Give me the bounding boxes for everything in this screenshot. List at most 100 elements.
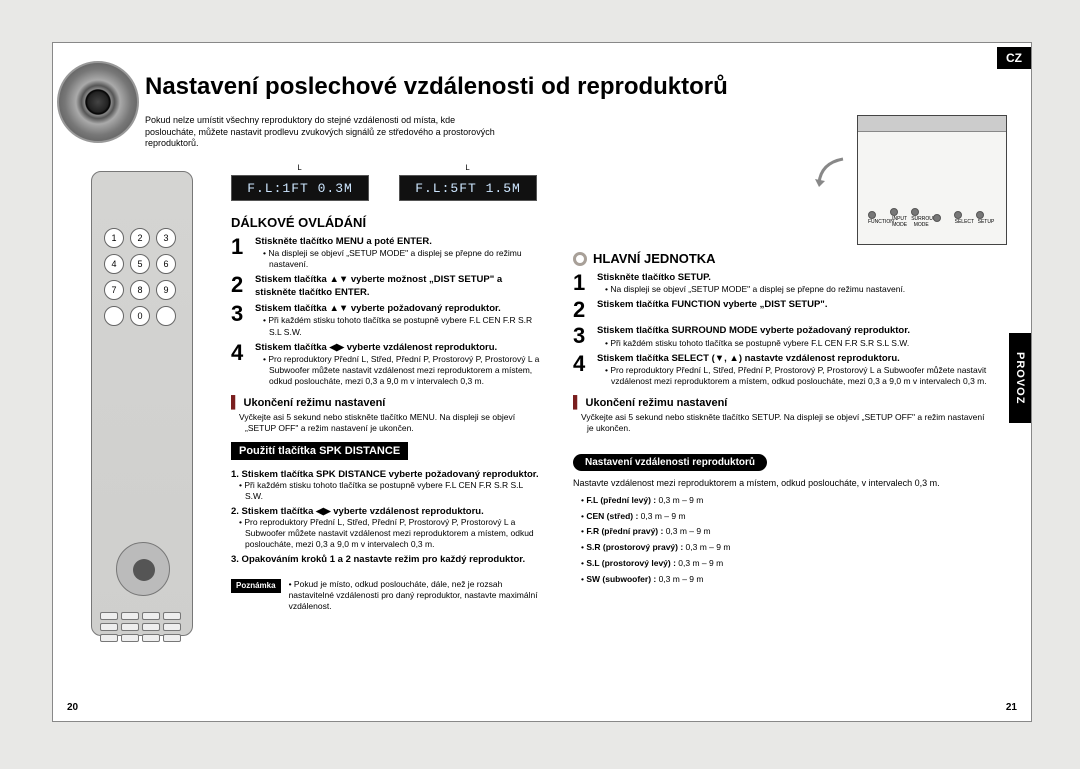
remote-dpad [116, 542, 170, 596]
panel-item: SETUP [976, 211, 996, 225]
step-number: 2 [573, 299, 591, 321]
distance-row: • S.L (prostorový levý) : 0,3 m – 9 m [581, 557, 993, 570]
remote-btn: 3 [156, 228, 176, 248]
step-bold: Stiskněte tlačítko SETUP. [597, 272, 993, 284]
step-number: 1 [231, 236, 249, 270]
panel-button [976, 211, 984, 219]
main-unit-illustration: FUNCTIONINPUT MODESURROUND MODE SELECTSET… [857, 115, 1007, 245]
mainunit-heading: HLAVNÍ JEDNOTKA [593, 251, 716, 266]
page-number-left: 20 [67, 702, 78, 713]
note-row: Poznámka • Pokud je místo, odkud poslouc… [231, 579, 541, 612]
step-number: 3 [573, 325, 591, 348]
step-bold: Stiskem tlačítka ▲▼ vyberte požadovaný r… [255, 303, 541, 315]
main-end-text: Vyčkejte asi 5 sekund nebo stiskněte tla… [581, 412, 993, 434]
spk-item-bold: 1. Stiskem tlačítka SPK DISTANCE vyberte… [231, 469, 541, 480]
panel-button [954, 211, 962, 219]
remote-btn: 0 [130, 306, 150, 326]
step: 4 Stiskem tlačítka SELECT (▼, ▲) nastavte… [573, 353, 993, 387]
page-spread: CZ PROVOZ Nastavení poslechové vzdálenos… [52, 42, 1032, 722]
language-tag: CZ [997, 47, 1031, 69]
end-text: Vyčkejte asi 5 sekund nebo stiskněte tla… [239, 412, 541, 434]
lcd-label: L [465, 164, 471, 173]
panel-item: INPUT MODE [890, 208, 910, 228]
remote-illustration: 1 2 3 4 5 6 7 8 9 0 [91, 171, 193, 636]
step-number: 3 [231, 303, 249, 337]
step: 2 Stiskem tlačítka FUNCTION vyberte „DIST… [573, 299, 993, 321]
distance-row: • F.L (přední levý) : 0,3 m – 9 m [581, 494, 993, 507]
spk-item-bold: 2. Stiskem tlačítka ◀▶ vyberte vzdálenos… [231, 506, 541, 517]
spk-heading: Použití tlačítka SPK DISTANCE [231, 442, 408, 460]
step-bullet: • Na displeji se objeví „SETUP MODE" a d… [263, 248, 541, 270]
remote-btn: 7 [104, 280, 124, 300]
remote-heading: DÁLKOVÉ OVLÁDÁNÍ [231, 215, 541, 230]
distance-box: Nastavení vzdálenosti reproduktorů Nasta… [573, 452, 993, 585]
panel-button [868, 211, 876, 219]
panel-label: SURROUND MODE [911, 216, 931, 228]
mainunit-section: HLAVNÍ JEDNOTKA 1Stiskněte tlačítko SETU… [573, 251, 993, 586]
step-text: Stiskem tlačítka SURROUND MODE vyberte p… [597, 325, 993, 348]
step-text: Stiskem tlačítka ◀▶ vyberte vzdálenost r… [255, 342, 541, 387]
lcd-text: F.L:1FT 0.3M [247, 181, 353, 196]
step-bullet: • Na displeji se objeví „SETUP MODE" a d… [605, 284, 993, 295]
step-bold: Stiskem tlačítka SELECT (▼, ▲) nastavte … [597, 353, 993, 365]
spk-bullet: • Pro reproduktory Přední L, Střed, Před… [239, 517, 541, 550]
intro-text: Pokud nelze umístit všechny reproduktory… [145, 115, 505, 150]
remote-btn [104, 306, 124, 326]
circle-icon [573, 252, 587, 266]
lcd-label: L [297, 164, 303, 173]
step-bold: Stiskem tlačítka FUNCTION vyberte „DIST … [597, 299, 993, 311]
panel-button [933, 214, 941, 222]
page-number-right: 21 [1006, 702, 1017, 713]
distance-intro: Nastavte vzdálenost mezi reproduktorem a… [573, 477, 993, 491]
remote-btn: 9 [156, 280, 176, 300]
note-tag: Poznámka [231, 579, 281, 593]
panel-label: FUNCTION [868, 219, 888, 225]
panel-label: INPUT MODE [890, 216, 910, 228]
note-text: • Pokud je místo, odkud posloucháte, dál… [289, 579, 541, 612]
spk-item-bold: 3. Opakováním kroků 1 a 2 nastavte režim… [231, 554, 541, 565]
step-text: Stiskněte tlačítko MENU a poté ENTER.• N… [255, 236, 541, 270]
section-tab: PROVOZ [1009, 333, 1031, 423]
lcd-display-left: L F.L:1FT 0.3M [231, 175, 369, 201]
step: 1Stiskněte tlačítko MENU a poté ENTER.• … [231, 236, 541, 270]
panel-item: SELECT [954, 211, 974, 225]
step-text: Stiskem tlačítka FUNCTION vyberte „DIST … [597, 299, 993, 321]
spk-bullet: • Při každém stisku tohoto tlačítka se p… [239, 480, 541, 502]
remote-btn: 8 [130, 280, 150, 300]
distance-row: • CEN (střed) : 0,3 m – 9 m [581, 510, 993, 523]
remote-btn: 4 [104, 254, 124, 274]
remote-section: DÁLKOVÉ OVLÁDÁNÍ 1Stiskněte tlačítko MEN… [231, 215, 541, 613]
step: 3 Stiskem tlačítka SURROUND MODE vyberte … [573, 325, 993, 348]
step-text: Stiskem tlačítka ▲▼ vyberte požadovaný r… [255, 303, 541, 337]
remote-btn [156, 306, 176, 326]
end-heading: Ukončení režimu nastavení [231, 395, 541, 409]
step: 4Stiskem tlačítka ◀▶ vyberte vzdálenost … [231, 342, 541, 387]
lcd-display-right: L F.L:5FT 1.5M [399, 175, 537, 201]
step-bold: Stiskem tlačítka SURROUND MODE vyberte p… [597, 325, 993, 337]
distance-row: • S.R (prostorový pravý) : 0,3 m – 9 m [581, 541, 993, 554]
arrow-icon [811, 153, 851, 193]
lcd-text: F.L:5FT 1.5M [415, 181, 521, 196]
remote-btn: 5 [130, 254, 150, 274]
step: 3 Stiskem tlačítka ▲▼ vyberte požadovaný … [231, 303, 541, 337]
distance-heading: Nastavení vzdálenosti reproduktorů [573, 454, 767, 471]
step: 1Stiskněte tlačítko SETUP.• Na displeji … [573, 272, 993, 295]
step-number: 4 [573, 353, 591, 387]
distance-row: • SW (subwoofer) : 0,3 m – 9 m [581, 573, 993, 586]
remote-btn: 2 [130, 228, 150, 248]
step-bold: Stiskem tlačítka ▲▼ vyberte možnost „DIS… [255, 274, 541, 299]
panel-button [890, 208, 898, 216]
step-bold: Stiskněte tlačítko MENU a poté ENTER. [255, 236, 541, 248]
step-bullet: • Pro reproduktory Přední L, Střed, Před… [263, 354, 541, 387]
step-number: 2 [231, 274, 249, 299]
step-text: Stiskněte tlačítko SETUP.• Na displeji s… [597, 272, 993, 295]
step-text: Stiskem tlačítka SELECT (▼, ▲) nastavte … [597, 353, 993, 387]
page-title: Nastavení poslechové vzdálenosti od repr… [145, 73, 728, 101]
step-bullet: • Pro reproduktory Přední L, Střed, Před… [605, 365, 993, 387]
panel-item: FUNCTION [868, 211, 888, 225]
step-bold: Stiskem tlačítka ◀▶ vyberte vzdálenost r… [255, 342, 541, 354]
panel-label: SETUP [976, 219, 996, 225]
step-bullet: • Při každém stisku tohoto tlačítka se p… [263, 315, 541, 337]
panel-item: SURROUND MODE [911, 208, 931, 228]
step-text: Stiskem tlačítka ▲▼ vyberte možnost „DIS… [255, 274, 541, 299]
